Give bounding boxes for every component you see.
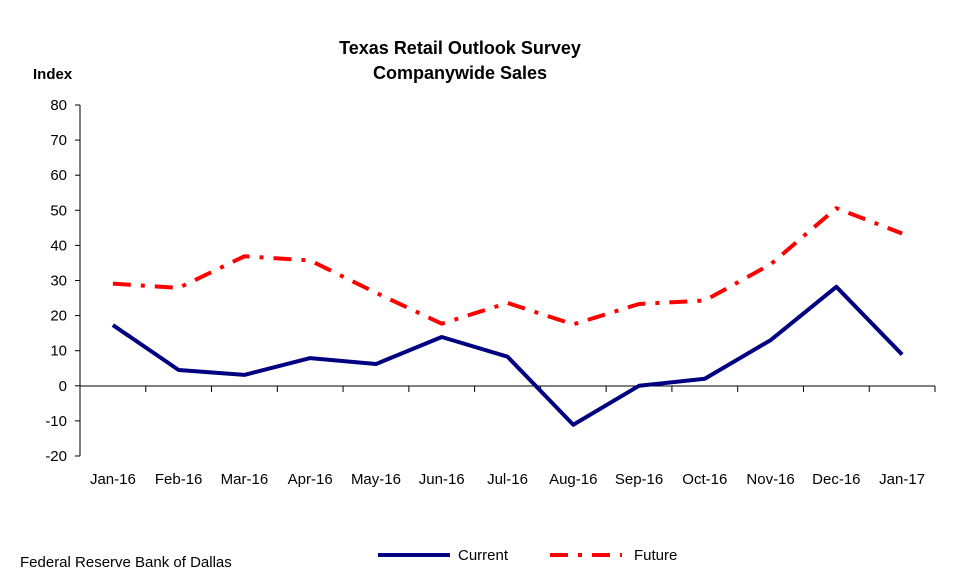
series-layer (111, 206, 904, 427)
legend-label-future: Future (634, 547, 677, 564)
legend-label-current: Current (458, 547, 509, 564)
x-tick-label: May-16 (351, 471, 401, 488)
series-line-current (111, 284, 904, 427)
y-tick-label: -10 (45, 413, 67, 430)
x-axis: Jan-16 Feb-16 Mar-16 Apr-16 May-16 Jun-16 Jul-… (79, 385, 936, 488)
chart-subtitle: Companywide Sales (373, 63, 547, 83)
y-tick-label: -20 (45, 448, 67, 465)
y-tick-label: 30 (50, 273, 67, 290)
x-tick-label: Mar-16 (221, 471, 269, 488)
y-tick-label: 60 (50, 167, 67, 184)
legend: Current Future (378, 547, 677, 564)
x-tick-label: Feb-16 (155, 471, 203, 488)
x-tick-label: Aug-16 (549, 471, 597, 488)
x-tick-label: Dec-16 (812, 471, 860, 488)
y-tick-label: 10 (50, 343, 67, 360)
y-tick-label: 20 (50, 308, 67, 325)
x-tick-label: Apr-16 (288, 471, 333, 488)
x-tick-label: Nov-16 (746, 471, 794, 488)
y-tick-label: 80 (50, 97, 67, 114)
x-tick-label: Sep-16 (615, 471, 663, 488)
y-tick-label: 70 (50, 132, 67, 149)
series-line-future (112, 206, 903, 327)
x-tick-label: Jan-16 (90, 471, 136, 488)
chart-title: Texas Retail Outlook Survey (339, 38, 581, 58)
x-tick-label: Oct-16 (682, 471, 727, 488)
x-tick-label: Jan-17 (879, 471, 925, 488)
source-note: Federal Reserve Bank of Dallas (20, 554, 232, 571)
y-axis-label: Index (33, 66, 73, 83)
x-tick-label: Jul-16 (487, 471, 528, 488)
y-axis: -20 -10 0 10 20 30 40 50 60 70 80 (45, 97, 81, 465)
y-tick-label: 50 (50, 202, 67, 219)
x-tick-label: Jun-16 (419, 471, 465, 488)
y-tick-label: 0 (59, 378, 67, 395)
y-tick-label: 40 (50, 237, 67, 254)
